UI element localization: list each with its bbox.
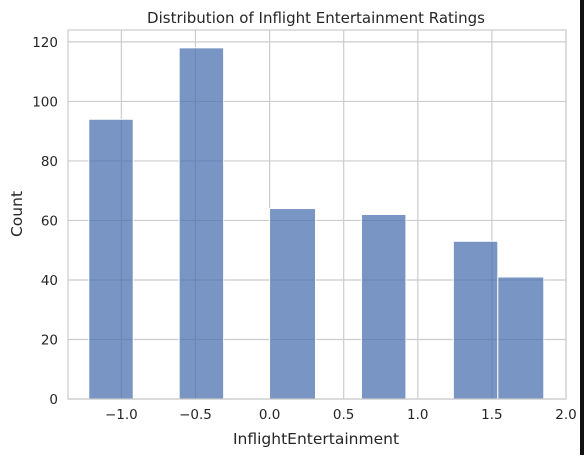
- bar-layer: [88, 47, 545, 400]
- y-tick-label: 100: [32, 94, 58, 110]
- histogram-bar: [452, 240, 499, 400]
- x-axis-label: InflightEntertainment: [233, 430, 399, 448]
- y-tick-labels: 0 20 40 60 80 100 120: [32, 35, 58, 408]
- x-tick-label: −1.0: [105, 407, 138, 423]
- histogram-bar: [360, 214, 407, 400]
- histogram-bar: [497, 276, 545, 400]
- x-tick-label: 1.0: [407, 407, 428, 423]
- y-tick-label: 20: [41, 332, 58, 348]
- x-tick-label: −0.5: [179, 407, 212, 423]
- x-tick-label: 1.5: [481, 407, 502, 423]
- histogram-bar: [178, 47, 225, 400]
- plot-frame: [67, 29, 567, 400]
- y-axis-label: Count: [8, 191, 26, 237]
- y-tick-label: 40: [41, 273, 58, 289]
- chart-title: Distribution of Inflight Entertainment R…: [147, 9, 485, 27]
- y-tick-label: 0: [49, 392, 58, 408]
- x-tick-label: 0.5: [333, 407, 354, 423]
- histogram-bar: [269, 208, 317, 400]
- grid-layer: [68, 30, 567, 400]
- histogram-bar: [88, 118, 134, 400]
- y-tick-label: 60: [41, 213, 58, 229]
- y-tick-label: 120: [32, 35, 58, 51]
- y-tick-label: 80: [41, 154, 58, 170]
- x-tick-label: 2.0: [555, 407, 576, 423]
- window-edge: [580, 0, 584, 455]
- x-tick-label: 0.0: [259, 407, 280, 423]
- x-tick-labels: −1.0 −0.5 0.0 0.5 1.0 1.5 2.0: [105, 407, 577, 423]
